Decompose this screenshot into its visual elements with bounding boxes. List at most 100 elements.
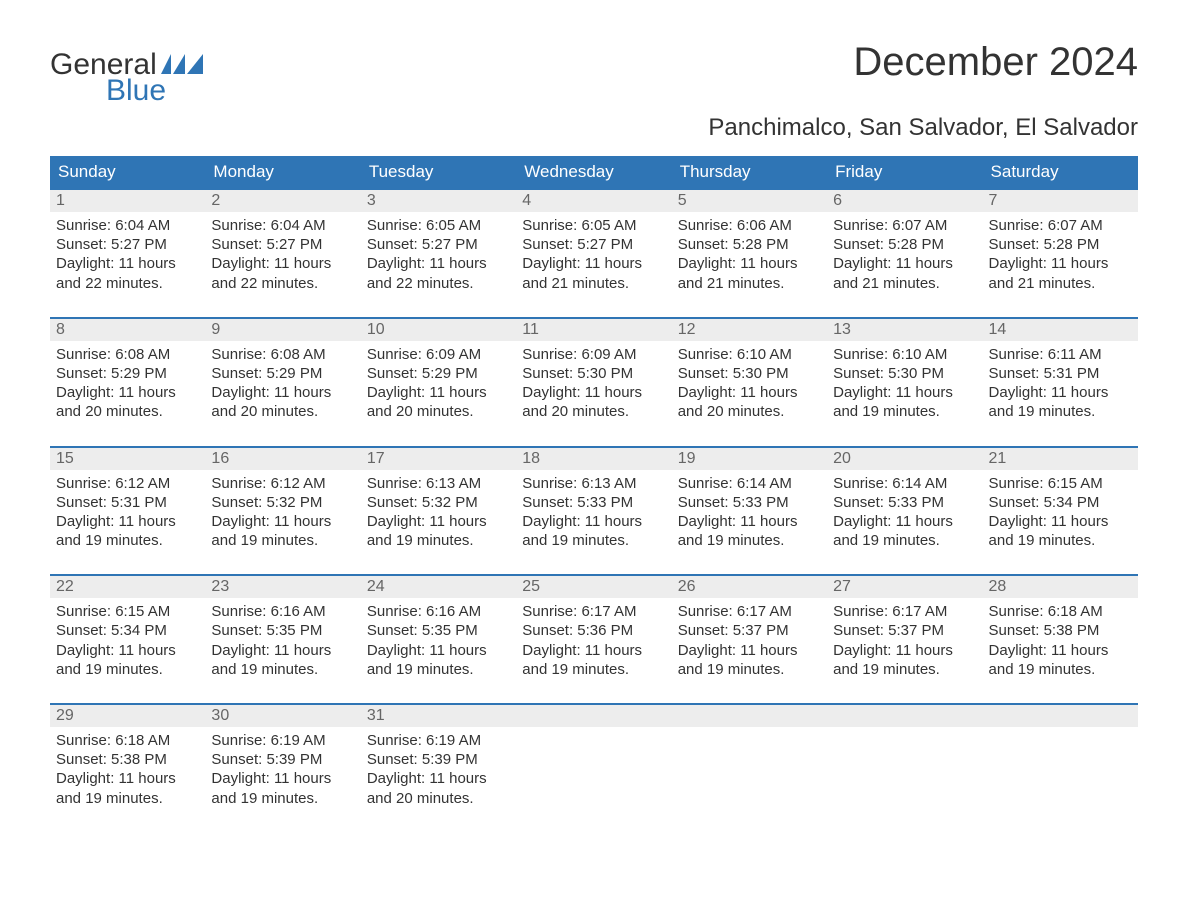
logo-blue-text: Blue — [106, 74, 166, 108]
day-cell: Sunrise: 6:06 AMSunset: 5:28 PMDaylight:… — [672, 212, 827, 299]
sunrise-line: Sunrise: 6:07 AM — [833, 216, 976, 235]
day-cell: Sunrise: 6:07 AMSunset: 5:28 PMDaylight:… — [983, 212, 1138, 299]
day-cell — [516, 727, 671, 814]
calendar: SundayMondayTuesdayWednesdayThursdayFrid… — [50, 156, 1138, 814]
sunrise-line: Sunrise: 6:17 AM — [522, 602, 665, 621]
sunrise-line: Sunrise: 6:08 AM — [211, 345, 354, 364]
page-subtitle: Panchimalco, San Salvador, El Salvador — [50, 114, 1138, 142]
day-cell: Sunrise: 6:15 AMSunset: 5:34 PMDaylight:… — [983, 470, 1138, 557]
daylight-line: Daylight: 11 hoursand 21 minutes. — [522, 254, 665, 292]
day-number: 2 — [205, 190, 360, 212]
sunrise-line: Sunrise: 6:19 AM — [211, 731, 354, 750]
sunrise-line: Sunrise: 6:12 AM — [211, 474, 354, 493]
day-number: 8 — [50, 319, 205, 341]
day-number: 28 — [983, 576, 1138, 598]
sunset-line: Sunset: 5:33 PM — [678, 493, 821, 512]
day-cell: Sunrise: 6:17 AMSunset: 5:37 PMDaylight:… — [672, 598, 827, 685]
sunrise-line: Sunrise: 6:16 AM — [367, 602, 510, 621]
day-cell: Sunrise: 6:18 AMSunset: 5:38 PMDaylight:… — [50, 727, 205, 814]
daylight-line: Daylight: 11 hoursand 20 minutes. — [367, 383, 510, 421]
daylight-line: Daylight: 11 hoursand 19 minutes. — [678, 641, 821, 679]
day-number: 4 — [516, 190, 671, 212]
daylight-line: Daylight: 11 hoursand 20 minutes. — [678, 383, 821, 421]
weekday-header: Wednesday — [516, 156, 671, 188]
sunset-line: Sunset: 5:27 PM — [211, 235, 354, 254]
daylight-line: Daylight: 11 hoursand 20 minutes. — [56, 383, 199, 421]
day-cell: Sunrise: 6:18 AMSunset: 5:38 PMDaylight:… — [983, 598, 1138, 685]
day-number: 11 — [516, 319, 671, 341]
day-cell: Sunrise: 6:16 AMSunset: 5:35 PMDaylight:… — [361, 598, 516, 685]
sunset-line: Sunset: 5:31 PM — [989, 364, 1132, 383]
day-cell: Sunrise: 6:15 AMSunset: 5:34 PMDaylight:… — [50, 598, 205, 685]
daylight-line: Daylight: 11 hoursand 22 minutes. — [211, 254, 354, 292]
sunset-line: Sunset: 5:37 PM — [833, 621, 976, 640]
daylight-line: Daylight: 11 hoursand 19 minutes. — [211, 512, 354, 550]
sunset-line: Sunset: 5:28 PM — [678, 235, 821, 254]
day-number: 16 — [205, 448, 360, 470]
sunset-line: Sunset: 5:36 PM — [522, 621, 665, 640]
sunrise-line: Sunrise: 6:14 AM — [678, 474, 821, 493]
day-number: 3 — [361, 190, 516, 212]
sunset-line: Sunset: 5:29 PM — [56, 364, 199, 383]
day-number: 30 — [205, 705, 360, 727]
day-cell — [672, 727, 827, 814]
daylight-line: Daylight: 11 hoursand 19 minutes. — [989, 383, 1132, 421]
day-number: 19 — [672, 448, 827, 470]
day-number: 20 — [827, 448, 982, 470]
day-number: 23 — [205, 576, 360, 598]
page-title: December 2024 — [853, 40, 1138, 85]
day-number: 10 — [361, 319, 516, 341]
day-cell: Sunrise: 6:17 AMSunset: 5:36 PMDaylight:… — [516, 598, 671, 685]
day-cell: Sunrise: 6:19 AMSunset: 5:39 PMDaylight:… — [361, 727, 516, 814]
sunrise-line: Sunrise: 6:07 AM — [989, 216, 1132, 235]
sunrise-line: Sunrise: 6:17 AM — [833, 602, 976, 621]
day-cell: Sunrise: 6:08 AMSunset: 5:29 PMDaylight:… — [50, 341, 205, 428]
daylight-line: Daylight: 11 hoursand 20 minutes. — [211, 383, 354, 421]
sunrise-line: Sunrise: 6:13 AM — [367, 474, 510, 493]
sunrise-line: Sunrise: 6:19 AM — [367, 731, 510, 750]
day-cell: Sunrise: 6:05 AMSunset: 5:27 PMDaylight:… — [516, 212, 671, 299]
sunset-line: Sunset: 5:35 PM — [367, 621, 510, 640]
day-number: 17 — [361, 448, 516, 470]
day-number — [516, 705, 671, 727]
sunset-line: Sunset: 5:28 PM — [989, 235, 1132, 254]
day-cell: Sunrise: 6:19 AMSunset: 5:39 PMDaylight:… — [205, 727, 360, 814]
day-number: 25 — [516, 576, 671, 598]
day-cell: Sunrise: 6:04 AMSunset: 5:27 PMDaylight:… — [205, 212, 360, 299]
sunset-line: Sunset: 5:32 PM — [211, 493, 354, 512]
day-number: 26 — [672, 576, 827, 598]
sunrise-line: Sunrise: 6:18 AM — [56, 731, 199, 750]
day-number: 14 — [983, 319, 1138, 341]
day-cell: Sunrise: 6:10 AMSunset: 5:30 PMDaylight:… — [827, 341, 982, 428]
day-body-row: Sunrise: 6:15 AMSunset: 5:34 PMDaylight:… — [50, 598, 1138, 685]
weekday-header: Sunday — [50, 156, 205, 188]
daylight-line: Daylight: 11 hoursand 21 minutes. — [989, 254, 1132, 292]
day-cell: Sunrise: 6:14 AMSunset: 5:33 PMDaylight:… — [827, 470, 982, 557]
daylight-line: Daylight: 11 hoursand 19 minutes. — [833, 641, 976, 679]
sunset-line: Sunset: 5:28 PM — [833, 235, 976, 254]
day-number: 31 — [361, 705, 516, 727]
sunrise-line: Sunrise: 6:09 AM — [522, 345, 665, 364]
day-cell: Sunrise: 6:07 AMSunset: 5:28 PMDaylight:… — [827, 212, 982, 299]
sunrise-line: Sunrise: 6:16 AM — [211, 602, 354, 621]
sunrise-line: Sunrise: 6:11 AM — [989, 345, 1132, 364]
day-cell: Sunrise: 6:17 AMSunset: 5:37 PMDaylight:… — [827, 598, 982, 685]
sunset-line: Sunset: 5:29 PM — [367, 364, 510, 383]
sunrise-line: Sunrise: 6:04 AM — [211, 216, 354, 235]
sunset-line: Sunset: 5:33 PM — [833, 493, 976, 512]
daylight-line: Daylight: 11 hoursand 21 minutes. — [678, 254, 821, 292]
daylight-line: Daylight: 11 hoursand 22 minutes. — [56, 254, 199, 292]
day-number: 7 — [983, 190, 1138, 212]
day-number — [827, 705, 982, 727]
day-cell: Sunrise: 6:13 AMSunset: 5:32 PMDaylight:… — [361, 470, 516, 557]
daylight-line: Daylight: 11 hoursand 20 minutes. — [522, 383, 665, 421]
daylight-line: Daylight: 11 hoursand 19 minutes. — [367, 641, 510, 679]
daylight-line: Daylight: 11 hoursand 22 minutes. — [367, 254, 510, 292]
sunset-line: Sunset: 5:30 PM — [833, 364, 976, 383]
day-number: 22 — [50, 576, 205, 598]
logo: General Blue — [50, 48, 203, 108]
weekday-header: Friday — [827, 156, 982, 188]
sunset-line: Sunset: 5:27 PM — [56, 235, 199, 254]
sunrise-line: Sunrise: 6:14 AM — [833, 474, 976, 493]
day-cell: Sunrise: 6:04 AMSunset: 5:27 PMDaylight:… — [50, 212, 205, 299]
